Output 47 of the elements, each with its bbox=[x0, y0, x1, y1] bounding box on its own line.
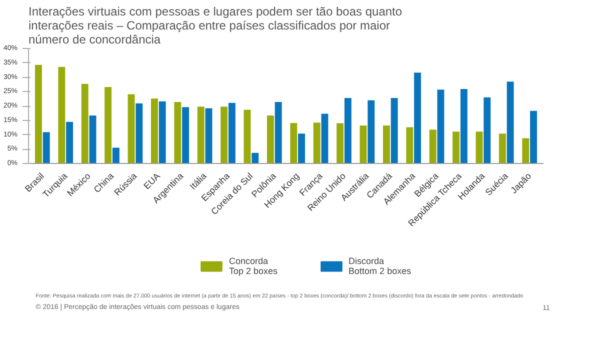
bar bbox=[498, 134, 506, 164]
bar bbox=[360, 126, 367, 164]
bar bbox=[220, 106, 228, 164]
legend-label: Concorda Top 2 boxes bbox=[229, 256, 278, 276]
bar bbox=[228, 102, 236, 164]
bar bbox=[506, 82, 514, 164]
bar bbox=[42, 132, 50, 164]
bar bbox=[197, 106, 204, 164]
bar bbox=[128, 94, 135, 164]
bar bbox=[484, 97, 491, 164]
legend-label: Discorda Bottom 2 boxes bbox=[348, 256, 412, 276]
chart-title: Interações virtuais com pessoas e lugares podem ser tão boas quanto interações reais – Comparação entre países classificados por maior número de concordância bbox=[28, 4, 402, 46]
bar bbox=[182, 107, 190, 164]
bar bbox=[530, 110, 538, 164]
bar bbox=[66, 122, 74, 164]
bar bbox=[34, 64, 42, 164]
bar bbox=[298, 134, 306, 164]
bar bbox=[274, 102, 282, 164]
bar bbox=[205, 108, 212, 164]
bar bbox=[437, 90, 444, 164]
bar bbox=[136, 103, 143, 164]
bar bbox=[81, 84, 88, 164]
bar bbox=[244, 110, 251, 164]
bar bbox=[150, 98, 158, 164]
bar bbox=[522, 138, 530, 164]
bar bbox=[476, 132, 483, 164]
bar bbox=[321, 114, 328, 164]
bar bbox=[414, 72, 422, 164]
bar bbox=[336, 123, 344, 164]
bar bbox=[266, 115, 274, 164]
bar bbox=[344, 98, 352, 164]
bar bbox=[368, 100, 375, 164]
bar bbox=[290, 122, 298, 164]
bar bbox=[112, 148, 120, 164]
bar bbox=[174, 102, 182, 164]
bar bbox=[390, 98, 398, 164]
bar bbox=[460, 89, 468, 164]
bar bbox=[252, 152, 259, 164]
bar bbox=[158, 101, 166, 164]
bar bbox=[429, 130, 436, 164]
bar bbox=[58, 66, 66, 164]
bar bbox=[104, 87, 112, 164]
bar bbox=[313, 122, 320, 164]
bar bbox=[89, 115, 96, 164]
bar bbox=[406, 127, 414, 164]
bar bbox=[382, 126, 390, 164]
bar bbox=[452, 132, 460, 164]
